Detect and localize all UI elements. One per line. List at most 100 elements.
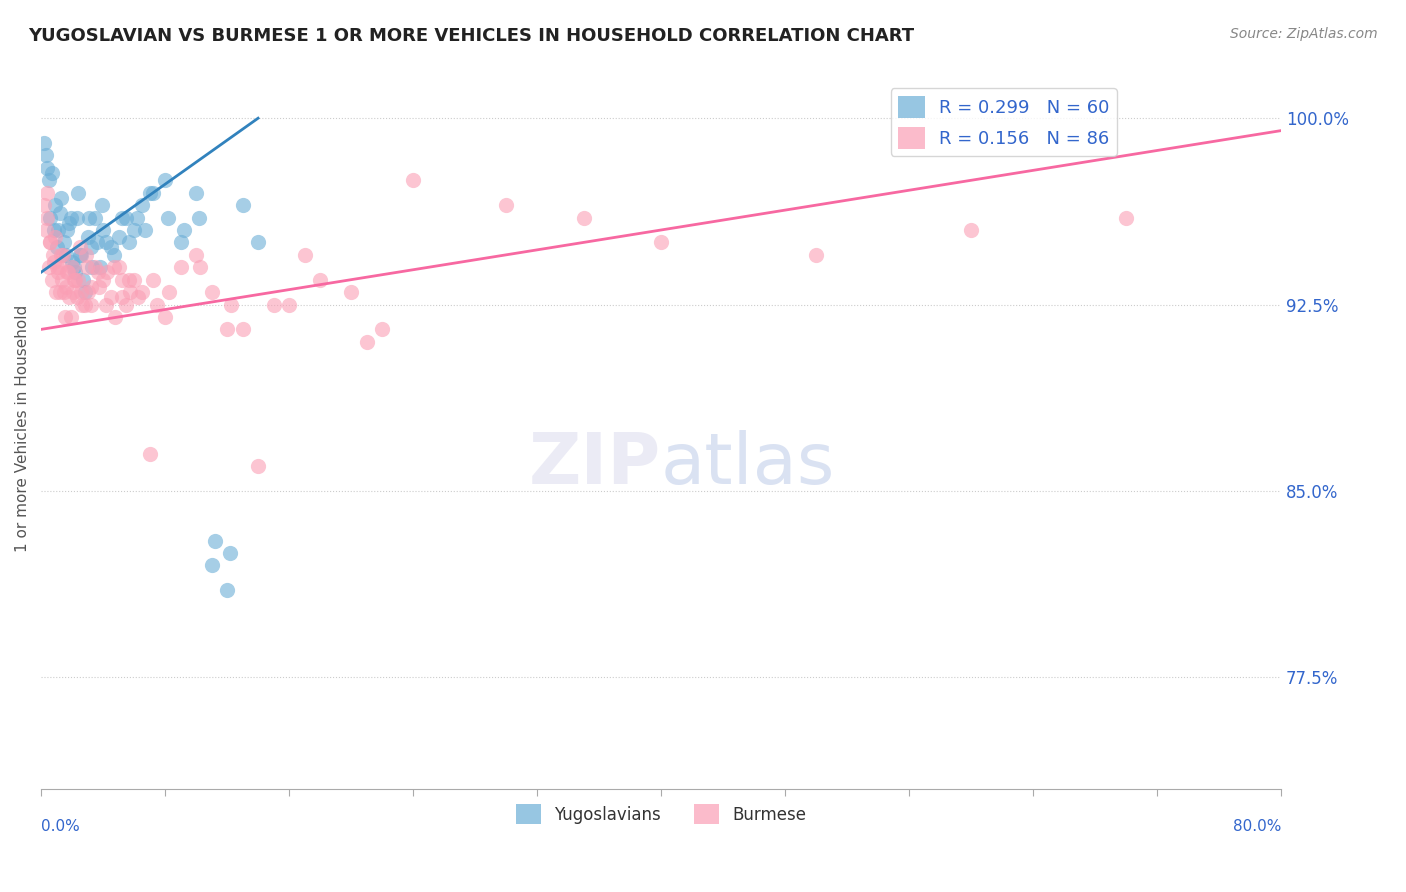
Point bbox=[41, 166, 63, 180]
Point bbox=[35, 148, 58, 162]
Point bbox=[73, 285, 96, 299]
Point bbox=[62, 273, 84, 287]
Point bbox=[76, 230, 98, 244]
Point bbox=[32, 198, 55, 212]
Point bbox=[76, 285, 98, 299]
Point bbox=[72, 273, 94, 287]
Point bbox=[90, 198, 112, 212]
Text: Source: ZipAtlas.com: Source: ZipAtlas.com bbox=[1230, 27, 1378, 41]
Point bbox=[84, 211, 107, 225]
Point bbox=[217, 322, 239, 336]
Point bbox=[38, 235, 60, 250]
Point bbox=[66, 290, 89, 304]
Point bbox=[80, 297, 103, 311]
Point bbox=[115, 211, 138, 225]
Point bbox=[51, 248, 73, 262]
Point bbox=[37, 186, 59, 200]
Point bbox=[219, 546, 242, 560]
Point bbox=[247, 458, 270, 473]
Point bbox=[184, 186, 207, 200]
Point bbox=[188, 260, 211, 275]
Point bbox=[77, 211, 100, 225]
Point bbox=[204, 533, 226, 548]
Point bbox=[53, 235, 76, 250]
Point bbox=[96, 297, 118, 311]
Point bbox=[51, 191, 73, 205]
Point bbox=[52, 248, 75, 262]
Point bbox=[45, 260, 67, 275]
Point bbox=[111, 211, 134, 225]
Point bbox=[169, 260, 191, 275]
Point bbox=[200, 285, 222, 299]
Point bbox=[35, 223, 58, 237]
Point bbox=[39, 235, 62, 250]
Point bbox=[46, 265, 69, 279]
Point bbox=[232, 322, 254, 336]
Point bbox=[134, 223, 156, 237]
Point bbox=[56, 223, 79, 237]
Point bbox=[82, 260, 104, 275]
Text: 0.0%: 0.0% bbox=[41, 819, 80, 834]
Point bbox=[69, 248, 91, 262]
Point bbox=[247, 235, 270, 250]
Point bbox=[87, 265, 110, 279]
Point bbox=[263, 297, 285, 311]
Point bbox=[217, 583, 239, 598]
Point bbox=[42, 248, 65, 262]
Point bbox=[44, 230, 66, 244]
Point bbox=[55, 280, 77, 294]
Point bbox=[62, 285, 84, 299]
Point bbox=[309, 273, 332, 287]
Y-axis label: 1 or more Vehicles in Household: 1 or more Vehicles in Household bbox=[15, 305, 30, 552]
Point bbox=[69, 240, 91, 254]
Point bbox=[55, 248, 77, 262]
Point bbox=[153, 310, 176, 324]
Point bbox=[356, 334, 378, 349]
Point bbox=[70, 285, 93, 299]
Point bbox=[80, 240, 103, 254]
Text: YUGOSLAVIAN VS BURMESE 1 OR MORE VEHICLES IN HOUSEHOLD CORRELATION CHART: YUGOSLAVIAN VS BURMESE 1 OR MORE VEHICLE… bbox=[28, 27, 914, 45]
Point bbox=[278, 297, 301, 311]
Point bbox=[142, 273, 165, 287]
Point bbox=[232, 198, 254, 212]
Point bbox=[153, 173, 176, 187]
Point bbox=[131, 198, 153, 212]
Point bbox=[131, 285, 153, 299]
Point bbox=[107, 230, 129, 244]
Point bbox=[53, 310, 76, 324]
Point bbox=[63, 273, 86, 287]
Point bbox=[66, 273, 89, 287]
Point bbox=[169, 235, 191, 250]
Point bbox=[157, 285, 180, 299]
Point bbox=[45, 285, 67, 299]
Text: 80.0%: 80.0% bbox=[1233, 819, 1281, 834]
Point bbox=[115, 297, 138, 311]
Point bbox=[127, 211, 149, 225]
Legend: Yugoslavians, Burmese: Yugoslavians, Burmese bbox=[509, 797, 813, 831]
Point bbox=[104, 310, 127, 324]
Point bbox=[41, 273, 63, 287]
Point bbox=[650, 235, 672, 250]
Point bbox=[70, 297, 93, 311]
Point bbox=[173, 223, 195, 237]
Point bbox=[58, 265, 80, 279]
Point bbox=[84, 260, 107, 275]
Point bbox=[184, 248, 207, 262]
Text: ZIP: ZIP bbox=[529, 430, 661, 500]
Point bbox=[46, 223, 69, 237]
Point bbox=[56, 265, 79, 279]
Point bbox=[60, 255, 83, 269]
Point bbox=[91, 273, 114, 287]
Point bbox=[100, 290, 122, 304]
Point bbox=[142, 186, 165, 200]
Point bbox=[80, 280, 103, 294]
Point bbox=[48, 205, 70, 219]
Point bbox=[67, 186, 90, 200]
Point bbox=[111, 273, 134, 287]
Point bbox=[200, 558, 222, 573]
Point bbox=[51, 273, 73, 287]
Point bbox=[60, 260, 83, 275]
Point bbox=[38, 260, 60, 275]
Point bbox=[118, 273, 141, 287]
Text: atlas: atlas bbox=[661, 430, 835, 500]
